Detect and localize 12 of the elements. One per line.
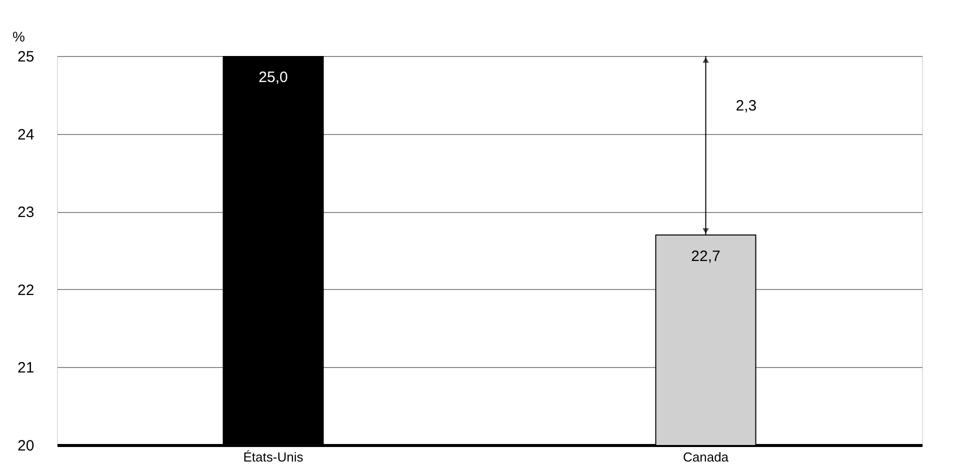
annotation: 2,3	[736, 97, 757, 114]
y-tick-label: 24	[18, 126, 34, 144]
y-tick-label: 21	[18, 360, 34, 377]
y-axis-title: %	[12, 28, 25, 44]
data-label: 22,7	[691, 248, 720, 265]
y-tick-label: 23	[18, 204, 34, 222]
y-tick-label: 20	[18, 438, 34, 454]
y-tick-label: 22	[18, 282, 34, 299]
data-label: 25,0	[258, 69, 288, 86]
x-tick-label: États-Unis	[243, 450, 304, 464]
x-tick-label: Canada	[682, 450, 730, 464]
y-tick-label: 25	[18, 48, 34, 66]
